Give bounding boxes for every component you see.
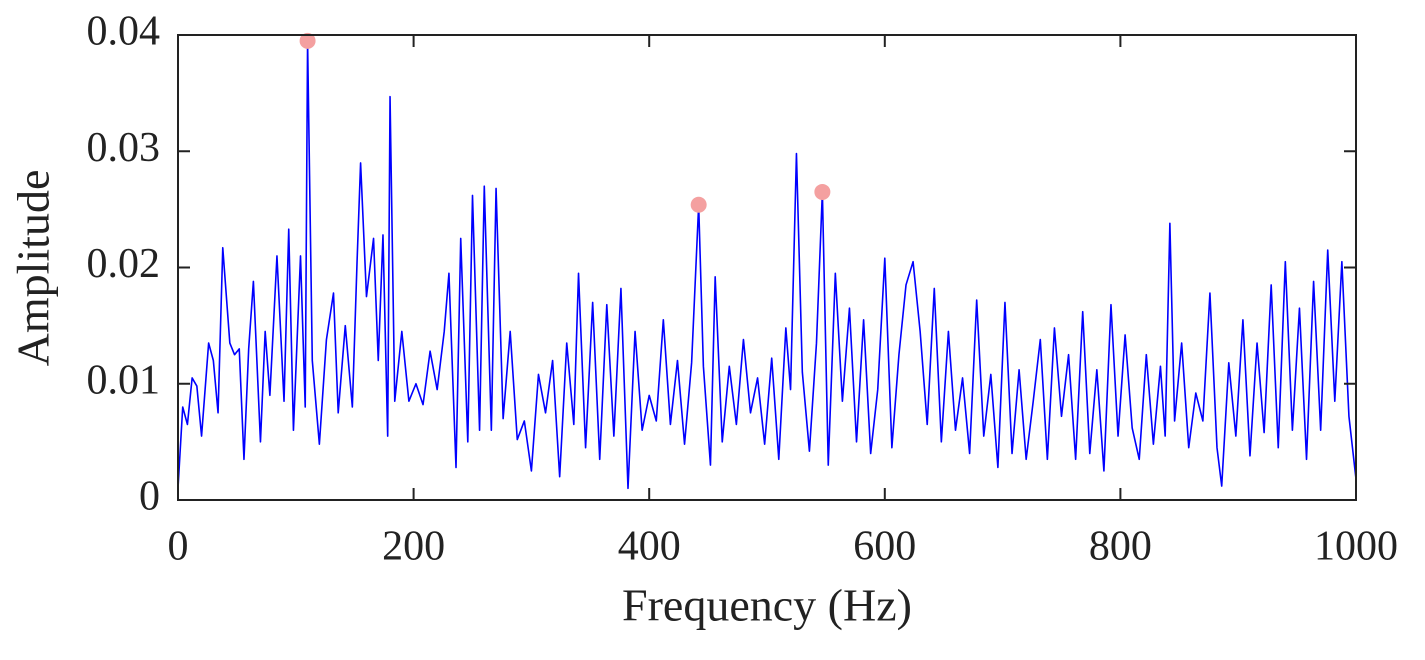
x-tick-label: 400 xyxy=(618,524,681,570)
x-tick-label: 0 xyxy=(168,524,189,570)
y-tick-label: 0.01 xyxy=(87,357,161,403)
peak-marker xyxy=(299,32,316,49)
y-axis-title: Amplitude xyxy=(8,170,59,367)
x-tick-label: 1000 xyxy=(1314,524,1398,570)
x-axis-title: Frequency (Hz) xyxy=(622,580,912,631)
peak-marker xyxy=(690,196,707,213)
data-line xyxy=(177,40,1357,490)
x-tick-label: 800 xyxy=(1089,524,1152,570)
y-tick-label: 0.02 xyxy=(87,241,161,287)
y-tick-label: 0.04 xyxy=(87,9,161,55)
y-tick-label: 0 xyxy=(139,474,160,520)
peak-marker xyxy=(814,183,831,200)
y-tick-label: 0.03 xyxy=(87,125,161,171)
x-tick-label: 600 xyxy=(853,524,916,570)
x-tick-label: 200 xyxy=(382,524,445,570)
plot-frame xyxy=(177,34,1357,501)
